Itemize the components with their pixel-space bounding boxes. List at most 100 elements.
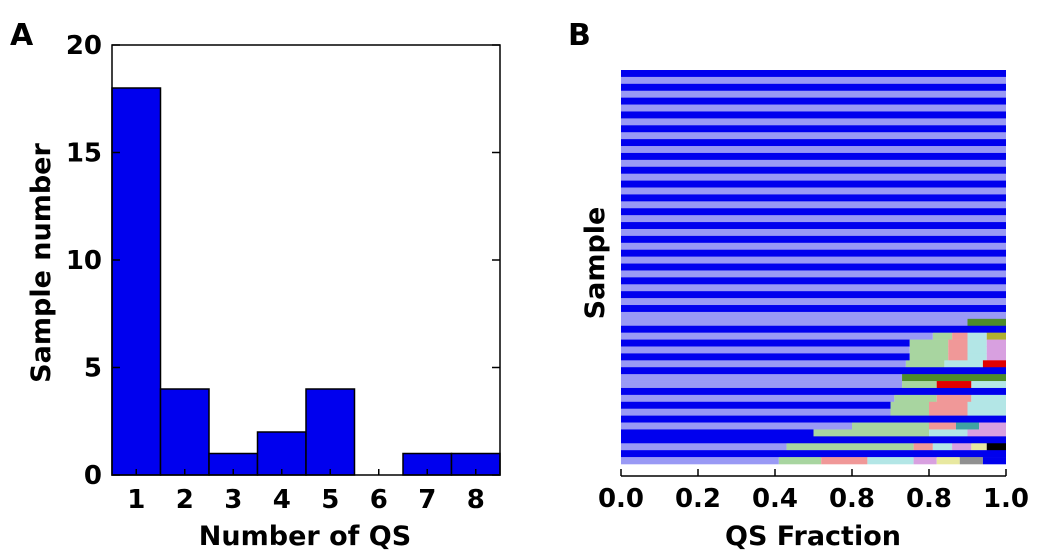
- sample-45-qs1_light-segment: [621, 374, 903, 382]
- histogram-bar-2: [159, 388, 210, 476]
- sample-46-qs1_light-segment: [621, 381, 903, 389]
- sample-43-qs2-segment: [905, 360, 945, 368]
- sample-31-qs1_dark-segment: [621, 277, 1006, 285]
- sample-2-qs1_light-segment: [621, 76, 1006, 85]
- sample-9-qs1_dark-segment: [621, 125, 1006, 133]
- sample-55-qs2-segment: [786, 443, 914, 451]
- x-tick-label: 2: [176, 485, 194, 515]
- sample-32-qs1_light-segment: [621, 284, 1006, 292]
- x-tick-label: 0.4: [752, 484, 798, 514]
- sample-55-qs3-segment: [913, 443, 933, 451]
- sample-45-qs8-segment: [902, 374, 1006, 382]
- sample-52-qs3-segment: [929, 422, 956, 430]
- sample-57-qs10-segment: [959, 457, 983, 465]
- sample-54-qs1_dark-segment: [621, 436, 1006, 444]
- x-tick-label: 1: [127, 485, 145, 515]
- sample-29-qs1_dark-segment: [621, 263, 1006, 271]
- sample-16-qs1_light-segment: [621, 173, 1006, 181]
- sample-51-qs1_dark-segment: [621, 415, 1006, 423]
- sample-22-qs1_light-segment: [621, 215, 1006, 223]
- sample-14-qs1_light-segment: [621, 159, 1006, 168]
- x-tick-label: 0.8: [829, 484, 875, 514]
- sample-23-qs1_dark-segment: [621, 222, 1006, 230]
- sample-55-qs5-segment: [952, 443, 972, 451]
- sample-20-qs1_light-segment: [621, 201, 1006, 209]
- sample-47-qs1_dark-segment: [621, 387, 1006, 396]
- x-tick-label: 7: [418, 485, 436, 515]
- y-tick-label: 5: [84, 354, 102, 384]
- panel-b-y-axis-label: Sample: [580, 207, 611, 320]
- sample-57-qs1_light-segment: [621, 457, 779, 465]
- sample-48-qs1_light-segment: [621, 394, 895, 403]
- sample-24-qs1_light-segment: [621, 228, 1006, 237]
- sample-52-qs1_light-segment: [621, 422, 852, 430]
- y-tick-label: 20: [66, 31, 102, 61]
- sample-26-qs1_light-segment: [621, 242, 1006, 251]
- sample-42-qs2-segment: [909, 353, 949, 361]
- sample-41-qs4-segment: [967, 346, 987, 354]
- sample-55-qs1_light-segment: [621, 443, 787, 451]
- sample-40-qs4-segment: [967, 339, 987, 347]
- sample-27-qs1_dark-segment: [621, 249, 1006, 257]
- sample-40-qs2-segment: [909, 339, 949, 347]
- sample-57-qs6-segment: [936, 457, 960, 465]
- sample-49-qs1_dark-segment: [621, 401, 891, 410]
- sample-46-qs4-segment: [971, 381, 1006, 389]
- panel-b-label: B: [568, 18, 591, 53]
- panel-b-x-axis-label: QS Fraction: [725, 521, 901, 552]
- sample-57-qs4-segment: [867, 457, 914, 465]
- sample-53-qs2-segment: [813, 429, 929, 437]
- panel-a-x-axis-label: Number of QS: [199, 521, 411, 552]
- sample-7-qs1_dark-segment: [621, 111, 1006, 119]
- sample-50-qs3-segment: [929, 408, 968, 416]
- sample-42-qs5-segment: [986, 353, 1006, 361]
- sample-5-qs1_dark-segment: [621, 97, 1006, 105]
- x-tick-label: 0.8: [906, 484, 952, 514]
- sample-41-qs5-segment: [986, 346, 1006, 354]
- sample-41-qs2-segment: [909, 346, 949, 354]
- sample-12-qs1_light-segment: [621, 146, 1006, 154]
- sample-57-qs3-segment: [821, 457, 868, 465]
- x-tick-label: 0.0: [598, 484, 644, 514]
- sample-30-qs1_light-segment: [621, 270, 1006, 278]
- sample-35-qs1_dark-segment: [621, 305, 1006, 313]
- sample-53-qs1_dark-segment: [621, 429, 814, 437]
- sample-53-qs5-segment: [967, 429, 1006, 437]
- histogram-bar-1: [111, 87, 162, 476]
- x-tick-label: 1.0: [983, 484, 1029, 514]
- sample-17-qs1_dark-segment: [621, 180, 1006, 188]
- y-tick-label: 15: [66, 139, 102, 169]
- sample-39-qs1_light-segment: [621, 332, 933, 340]
- sample-57-qs5-segment: [913, 457, 937, 465]
- sample-43-qs7-segment: [982, 360, 1006, 368]
- panel-a-y-axis-label: Sample number: [26, 143, 57, 383]
- sample-56-qs1_dark-segment: [621, 450, 1006, 458]
- sample-42-qs4-segment: [967, 353, 987, 361]
- sample-25-qs1_dark-segment: [621, 235, 1006, 244]
- sample-38-qs1_dark-segment: [621, 325, 1006, 333]
- sample-52-qs2-segment: [852, 422, 929, 430]
- sample-57-qs2-segment: [778, 457, 822, 465]
- sample-50-qs1_light-segment: [621, 408, 891, 416]
- sample-40-qs5-segment: [986, 339, 1006, 347]
- sample-49-qs3-segment: [929, 401, 968, 410]
- sample-49-qs4-segment: [967, 401, 1006, 410]
- sample-10-qs1_light-segment: [621, 132, 1006, 140]
- sample-52-qs5-segment: [979, 422, 1006, 430]
- sample-37-qs8-segment: [967, 318, 1006, 327]
- sample-28-qs1_light-segment: [621, 256, 1006, 264]
- sample-42-qs3-segment: [948, 353, 968, 361]
- sample-46-qs2-segment: [902, 381, 937, 389]
- x-tick-label: 3: [224, 485, 242, 515]
- x-tick-label: 0.2: [675, 484, 721, 514]
- histogram-bar-4: [256, 431, 307, 476]
- sample-4-qs1_light-segment: [621, 90, 1006, 98]
- sample-52-qs9-segment: [955, 422, 980, 430]
- x-tick-label: 5: [321, 485, 339, 515]
- panel-b-stacked-bars: 0.0 0.2 0.4 0.8 0.8 1.0: [598, 70, 1029, 514]
- sample-39-qs4-segment: [967, 332, 987, 340]
- sample-39-qs12-segment: [986, 332, 1006, 340]
- sample-55-qs4-segment: [932, 443, 953, 451]
